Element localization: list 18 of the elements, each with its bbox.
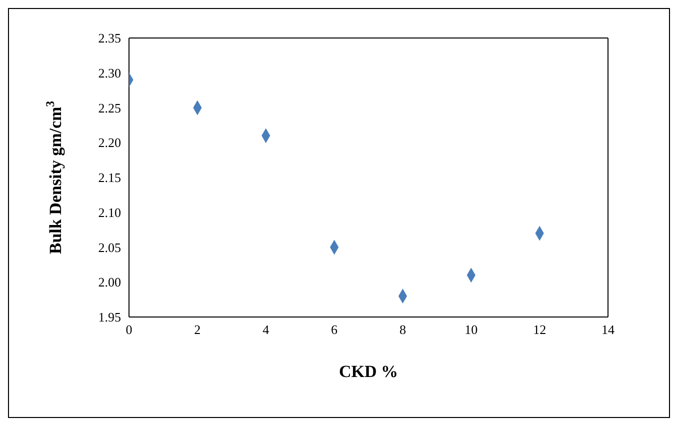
y-tick-label: 2.25 bbox=[98, 100, 121, 116]
x-tick-label: 12 bbox=[533, 322, 546, 338]
y-tick-label: 2.05 bbox=[98, 240, 121, 255]
y-tick-label: 2.10 bbox=[98, 204, 121, 220]
x-tick-label: 4 bbox=[262, 322, 270, 338]
x-tick-label: 10 bbox=[464, 322, 478, 338]
x-tick-label: 2 bbox=[194, 322, 201, 338]
x-axis-title: CKD % bbox=[338, 362, 398, 381]
y-tick-label: 2.15 bbox=[98, 170, 121, 186]
y-tick-label: 2.35 bbox=[98, 30, 121, 46]
x-tick-label: 14 bbox=[602, 322, 615, 338]
x-tick-label: 0 bbox=[126, 322, 132, 338]
x-tick-label: 6 bbox=[331, 322, 338, 338]
y-tick-label: 2.30 bbox=[98, 65, 121, 80]
x-tick-label: 8 bbox=[399, 322, 406, 338]
y-tick-label: 1.95 bbox=[98, 310, 121, 325]
y-tick-label: 2.20 bbox=[98, 135, 121, 150]
y-tick-label: 2.00 bbox=[98, 274, 121, 290]
